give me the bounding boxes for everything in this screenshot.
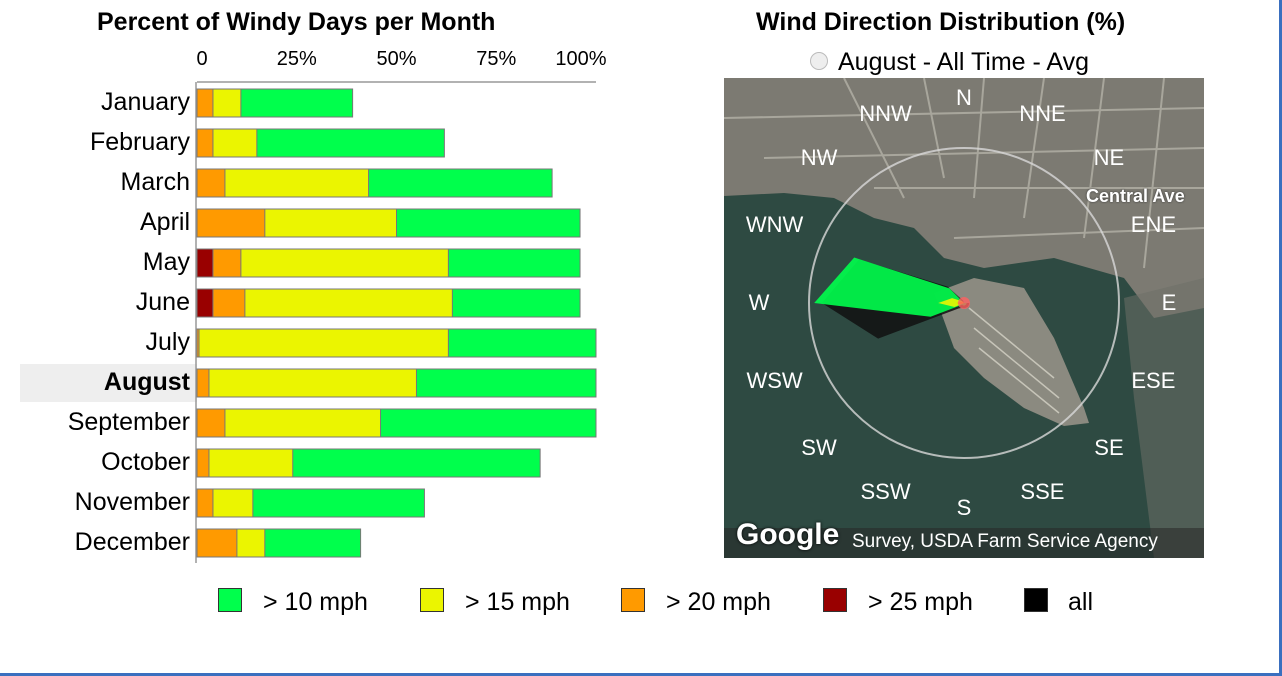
period-radio-option[interactable]: August - All Time - Avg — [810, 48, 1089, 77]
chart-title-windy-days: Percent of Windy Days per Month — [97, 8, 496, 36]
legend-swatch — [420, 588, 444, 612]
month-label-june[interactable]: June — [135, 288, 190, 316]
bar-15-mph-august[interactable] — [196, 368, 417, 398]
legend-label: > 15 mph — [465, 588, 570, 616]
month-label-october[interactable]: October — [101, 448, 190, 476]
x-tick-label: 100% — [555, 48, 607, 70]
x-tick-label: 50% — [376, 48, 417, 70]
rose-petal-10-mph[interactable] — [814, 257, 967, 317]
x-tick-label: 0 — [196, 48, 208, 70]
wind-rose-petals — [814, 257, 970, 339]
legend-label: > 20 mph — [666, 588, 771, 616]
bar-20-mph-july[interactable] — [196, 328, 200, 358]
bar-25-mph-june[interactable] — [196, 288, 214, 318]
chart-title-wind-direction: Wind Direction Distribution (%) — [756, 8, 1126, 36]
compass-label-se: SE — [1094, 434, 1124, 460]
bar-15-mph-october[interactable] — [196, 448, 294, 478]
map-attribution-bar: Survey, USDA Farm Service Agency — [724, 528, 1204, 558]
compass-label-ssw: SSW — [860, 479, 911, 505]
month-label-january[interactable]: January — [101, 88, 190, 116]
bar-20-mph-september[interactable] — [196, 408, 226, 438]
month-label-july[interactable]: July — [145, 328, 190, 356]
month-label-december[interactable]: December — [74, 528, 190, 556]
month-label-march[interactable]: March — [120, 168, 190, 196]
bar-15-mph-september[interactable] — [196, 408, 382, 438]
rose-petal-15-mph[interactable] — [938, 298, 964, 307]
legend-swatch — [621, 588, 645, 612]
page-right-rule — [1279, 0, 1282, 676]
legend-label: > 10 mph — [263, 588, 368, 616]
month-label-august[interactable]: August — [103, 368, 190, 396]
compass-label-n: N — [956, 85, 972, 110]
compass-label-sw: SW — [801, 434, 837, 460]
legend-label: > 25 mph — [868, 588, 973, 616]
compass-label-ene: ENE — [1130, 211, 1177, 237]
map-background — [724, 78, 1204, 558]
bar-20-mph-december[interactable] — [196, 528, 238, 558]
google-logo: Google — [736, 518, 840, 551]
compass-label-sse: SSE — [1020, 479, 1065, 505]
bar-20-mph-october[interactable] — [196, 448, 210, 478]
month-label-september[interactable]: September — [67, 408, 190, 436]
wind-rose-map[interactable]: N NNE NE ENE E ESE SE SSE S SSW SW WSW W WNW NW NNW Cen… — [724, 78, 1204, 558]
compass-label-ne: NE — [1093, 145, 1125, 171]
bar-20-mph-january[interactable] — [196, 88, 214, 118]
bar-20-mph-march[interactable] — [196, 168, 226, 198]
bar-15-mph-march[interactable] — [196, 168, 370, 198]
bar-20-mph-november[interactable] — [196, 488, 214, 518]
radio-button-icon[interactable] — [810, 52, 828, 71]
street-label-central-ave: Central Ave — [1086, 186, 1185, 206]
compass-label-nne: NNE — [1019, 100, 1066, 126]
compass-label-e: E — [1161, 290, 1177, 315]
compass-label-wnw: WNW — [745, 211, 804, 237]
legend-swatch — [1024, 588, 1048, 612]
x-tick-label: 25% — [276, 48, 317, 70]
x-tick-label: 75% — [476, 48, 517, 70]
month-label-april[interactable]: April — [139, 208, 190, 236]
legend-swatch — [823, 588, 847, 612]
compass-label-ese: ESE — [1131, 368, 1176, 394]
bar-20-mph-august[interactable] — [196, 368, 210, 398]
period-radio-label: August - All Time - Avg — [838, 48, 1090, 76]
month-label-february[interactable]: February — [89, 128, 190, 156]
month-label-november[interactable]: November — [74, 488, 190, 516]
rose-center-marker — [958, 297, 970, 309]
map-attribution-text: Survey, USDA Farm Service Agency — [852, 531, 1158, 552]
month-label-may[interactable]: May — [142, 248, 190, 276]
compass-label-nw: NW — [800, 145, 838, 171]
windy-days-bar-chart — [20, 81, 597, 563]
legend-swatch — [218, 588, 242, 612]
compass-label-w: W — [748, 290, 770, 315]
compass-label-nnw: NNW — [859, 100, 912, 126]
highlight-row — [20, 364, 197, 402]
bar-20-mph-april[interactable] — [196, 208, 266, 238]
bar-25-mph-may[interactable] — [196, 248, 214, 278]
page-bottom-rule — [0, 673, 1282, 676]
compass-label-wsw: WSW — [746, 368, 803, 394]
compass-label-s: S — [956, 495, 972, 520]
bar-20-mph-february[interactable] — [196, 128, 214, 158]
bar-15-mph-july[interactable] — [196, 328, 449, 358]
legend-label: all — [1068, 588, 1094, 616]
